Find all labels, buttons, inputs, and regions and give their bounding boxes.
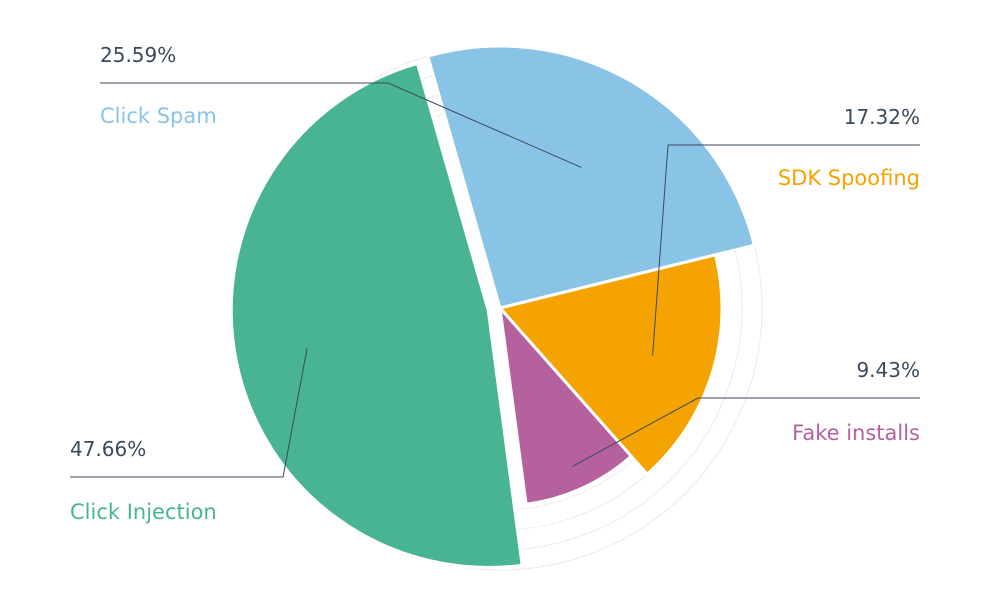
value-label-sdk-spoofing: 17.32% [844,105,920,129]
leader-line-click-injection [70,348,308,478]
slice-sdk-spoofing [498,253,724,476]
pie-slices [229,44,756,569]
leader-line-sdk-spoofing [652,144,920,356]
slice-click-spam [426,44,756,310]
category-label-sdk-spoofing: SDK Spoofing [778,166,920,190]
slice-fake-installs [498,306,633,506]
leader-lines [70,82,920,478]
category-label-click-spam: Click Spam [100,104,217,128]
category-label-fake-installs: Fake installs [792,421,920,445]
category-label-click-injection: Click Injection [70,500,217,524]
leader-line-fake-installs [572,397,920,467]
value-label-click-spam: 25.59% [100,43,176,67]
slice-click-injection [229,61,524,569]
value-label-fake-installs: 9.43% [856,358,920,382]
slice-labels: 25.59% Click Spam 17.32% SDK Spoofing 9.43% F… [70,43,920,524]
value-label-click-injection: 47.66% [70,437,146,461]
leader-line-click-spam [100,82,582,168]
